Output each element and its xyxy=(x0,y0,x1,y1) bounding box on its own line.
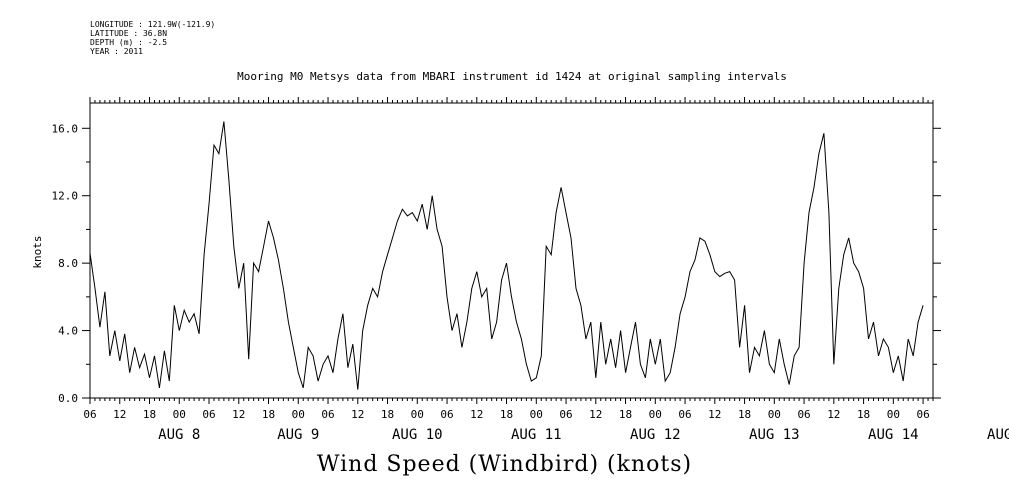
x-tick-label: 00 xyxy=(530,408,543,421)
date-label: AUG 12 xyxy=(630,427,681,443)
depth-text: DEPTH (m) : -2.5 xyxy=(90,38,168,47)
x-tick-label: 18 xyxy=(262,408,275,421)
x-tick-label: 06 xyxy=(202,408,215,421)
x-tick-labels: 06 12 18 00 06 12 18 00 06 12 18 00 06 12 18 00 06 12 18 00… xyxy=(83,408,929,421)
latitude-text: LATITUDE : 36.8N xyxy=(90,29,168,38)
x-tick-label: 18 xyxy=(619,408,632,421)
date-label: AUG 9 xyxy=(277,427,319,443)
x-tick-label: 12 xyxy=(589,408,602,421)
x-tick-label: 18 xyxy=(500,408,513,421)
date-labels: AUG 8 AUG 9 AUG 10 AUG 11 AUG 12 AUG 13 AUG 14… xyxy=(158,427,1009,443)
date-label: AUG 11 xyxy=(511,427,562,443)
x-tick-label: 00 xyxy=(887,408,900,421)
date-label: AUG 10 xyxy=(392,427,443,443)
x-tick-label: 00 xyxy=(173,408,186,421)
x-tick-label: 06 xyxy=(916,408,929,421)
x-tick-label: 12 xyxy=(351,408,364,421)
date-label: AUG 14 xyxy=(868,427,919,443)
x-tick-label: 12 xyxy=(827,408,840,421)
date-label: AUG 15 xyxy=(987,427,1009,443)
x-tick-label: 06 xyxy=(797,408,810,421)
x-tick-label: 00 xyxy=(411,408,424,421)
x-tick-label: 18 xyxy=(857,408,870,421)
x-tick-label: 06 xyxy=(559,408,572,421)
plot-frame xyxy=(89,102,934,399)
x-tick-label: 12 xyxy=(113,408,126,421)
y-tick-labels: 0.0 4.0 8.0 12.0 16.0 xyxy=(52,122,79,405)
x-tick-label: 12 xyxy=(232,408,245,421)
x-tick-label: 18 xyxy=(143,408,156,421)
x-tick-label: 06 xyxy=(83,408,96,421)
x-tick-label: 18 xyxy=(381,408,394,421)
x-tick-label: 00 xyxy=(292,408,305,421)
station-metadata: LONGITUDE : 121.9W(-121.9) LATITUDE : 36… xyxy=(90,20,215,56)
x-axis-title: Wind Speed (Windbird) (knots) xyxy=(316,452,693,477)
x-tick-label: 06 xyxy=(440,408,453,421)
x-tick-label: 06 xyxy=(321,408,334,421)
date-label: AUG 8 xyxy=(158,427,200,443)
axis-ticks xyxy=(82,97,941,404)
x-tick-label: 00 xyxy=(649,408,662,421)
year-text: YEAR : 2011 xyxy=(90,47,143,56)
longitude-text: LONGITUDE : 121.9W(-121.9) xyxy=(90,20,216,29)
x-tick-label: 00 xyxy=(768,408,781,421)
x-tick-label: 12 xyxy=(708,408,721,421)
y-tick-label: 8.0 xyxy=(58,257,78,270)
y-tick-label: 12.0 xyxy=(52,190,79,203)
y-tick-label: 4.0 xyxy=(58,325,78,338)
x-tick-label: 12 xyxy=(470,408,483,421)
y-tick-label: 0.0 xyxy=(58,392,78,405)
wind-speed-series-line xyxy=(89,121,924,390)
chart-title: Mooring M0 Metsys data from MBARI instru… xyxy=(237,70,787,83)
y-tick-label: 16.0 xyxy=(52,122,79,135)
date-label: AUG 13 xyxy=(749,427,800,443)
y-axis-label: knots xyxy=(31,235,44,268)
x-tick-label: 06 xyxy=(678,408,691,421)
x-tick-label: 18 xyxy=(738,408,751,421)
